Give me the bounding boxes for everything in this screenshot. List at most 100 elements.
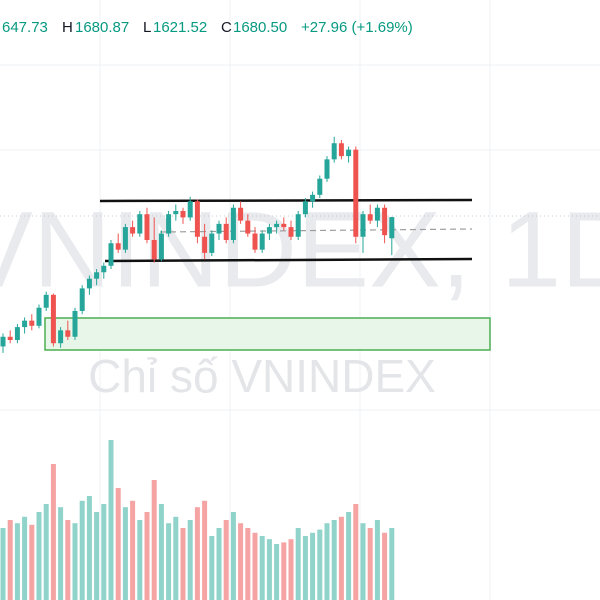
volume-bar [22, 516, 28, 600]
volume-bar [281, 542, 287, 600]
candle-body [58, 330, 64, 344]
volume-bar [346, 512, 352, 600]
volume-bar [295, 528, 301, 600]
volume-bar [353, 504, 359, 600]
candle-body [79, 288, 85, 311]
candle-body [65, 330, 71, 337]
candle-body [130, 227, 136, 234]
candle-body [310, 194, 316, 202]
volume-bar [65, 520, 71, 600]
volume-bar [389, 528, 395, 600]
volume-bar [374, 520, 380, 600]
candle-body [137, 214, 143, 234]
candle-body [324, 159, 330, 179]
volume-bar [223, 520, 229, 600]
candle-body [94, 272, 100, 279]
candle-body [353, 149, 359, 237]
candle-body [144, 214, 150, 240]
candle-body [0, 336, 6, 347]
candle-body [245, 220, 251, 234]
candle-body [374, 207, 380, 221]
volume-bar [166, 523, 172, 600]
candle-body [86, 278, 92, 289]
close-label: C [221, 19, 232, 36]
candle-body [338, 143, 344, 157]
candle-body [389, 217, 395, 239]
candle-body [14, 327, 20, 340]
volume-bar [194, 507, 200, 600]
volume-bar [43, 504, 49, 600]
volume-bar [288, 539, 294, 600]
candle-body [187, 201, 193, 218]
zone-box [44, 317, 491, 351]
candle-body [259, 233, 265, 250]
volume-bar [151, 480, 157, 600]
volume-bar [130, 500, 136, 600]
volume-bar [86, 496, 92, 600]
candle-body [223, 223, 229, 240]
volume-bar [122, 507, 128, 600]
watermark-subtitle: Chỉ số VNINDEX [88, 350, 436, 402]
candle-body [180, 210, 186, 218]
volume-bar [245, 528, 251, 600]
volume-bar [252, 532, 258, 600]
open-value: 647.73 [2, 19, 48, 36]
candle-body [29, 320, 35, 326]
volume-bar [14, 523, 20, 600]
low-value: 1621.52 [153, 19, 207, 36]
volume-bar [310, 532, 316, 600]
candle-body [295, 214, 301, 237]
candle-body [331, 143, 337, 160]
volume-bar [50, 464, 56, 600]
volume-bar [338, 516, 344, 600]
volume-bar [94, 512, 100, 600]
candle-body [115, 243, 121, 250]
candle-body [158, 233, 164, 260]
candle-body [72, 310, 78, 337]
volume-bar [274, 544, 280, 600]
marks [0, 136, 395, 600]
volume-bar [101, 504, 107, 600]
candle-body [209, 233, 215, 253]
volume-bar [367, 528, 373, 600]
volume-bar [259, 536, 265, 600]
volume-bar [238, 523, 244, 600]
low-label: L [143, 19, 151, 36]
candle-body [194, 201, 200, 237]
volume-bar [158, 504, 164, 600]
candle-body [43, 294, 49, 308]
candle-body [274, 223, 280, 228]
volume-bar [302, 536, 308, 600]
volume-bar [0, 528, 6, 600]
candle-body [151, 240, 157, 260]
candle-body [36, 307, 42, 326]
candle-body [252, 233, 258, 250]
candle-body [382, 207, 388, 236]
candle-body [288, 227, 294, 237]
volume-bar [230, 512, 236, 600]
volume-bar [144, 512, 150, 600]
volume-bar [79, 500, 85, 600]
volume-bar [209, 536, 215, 600]
change-value: +27.96 (+1.69%) [301, 19, 413, 36]
volume-bar [173, 516, 179, 600]
header: 647.73 H 1680.87 L 1621.52 C 1680.50 +27… [2, 19, 413, 36]
candle-body [173, 210, 179, 215]
volume-bar [266, 539, 272, 600]
volume-bar [137, 520, 143, 600]
volume-bar [58, 507, 64, 600]
volume-bar [108, 440, 114, 600]
candle-body [122, 227, 128, 250]
candle-body [22, 320, 28, 328]
volume-bar [187, 520, 193, 600]
candle-body [281, 223, 287, 228]
channel-top [99, 198, 473, 203]
volume-bar [324, 523, 330, 600]
candle-body [230, 207, 236, 240]
volume-bar [36, 512, 42, 600]
candle-body [266, 227, 272, 234]
candle-body [302, 201, 308, 215]
candle-body [346, 149, 352, 157]
